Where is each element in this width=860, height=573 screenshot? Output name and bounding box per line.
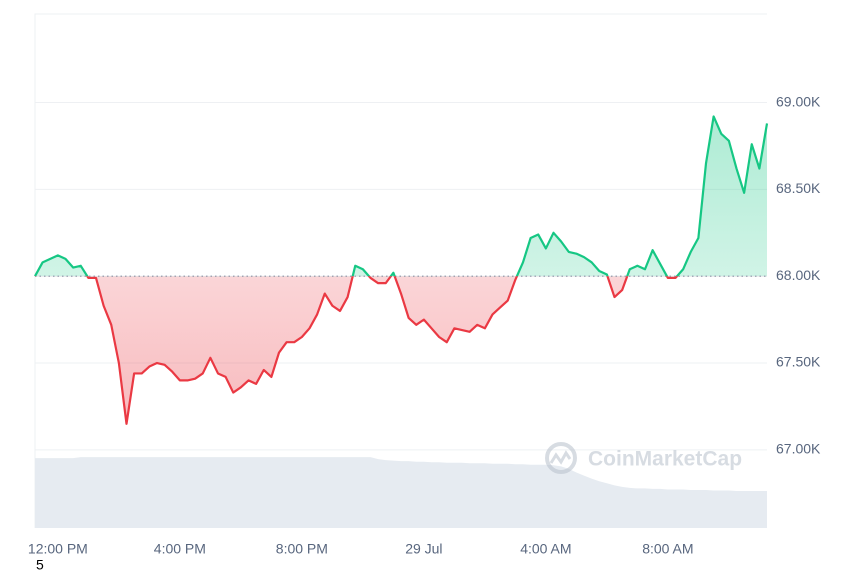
area-above [35,116,767,277]
watermark: CoinMarketCap [545,442,742,474]
price-line-down [35,276,679,425]
footnote: 5 [36,557,44,573]
y-tick-label: 68.00K [776,267,821,283]
y-tick-label: 68.50K [776,180,821,196]
y-tick-label: 67.50K [776,354,821,370]
x-tick-label: 4:00 PM [154,541,206,557]
y-tick-label: 69.00K [776,93,821,109]
y-tick-label: 67.00K [776,441,821,457]
x-tick-label: 29 Jul [405,541,442,557]
volume-area [35,457,767,528]
area-below [87,276,678,424]
x-tick-label: 8:00 AM [642,541,693,557]
watermark-text: CoinMarketCap [588,448,742,471]
x-tick-label: 4:00 AM [520,541,571,557]
plot-frame [34,13,767,528]
x-tick-label: 8:00 PM [276,541,328,557]
x-tick-label: 12:00 PM [28,541,88,557]
price-line-up [34,115,769,277]
